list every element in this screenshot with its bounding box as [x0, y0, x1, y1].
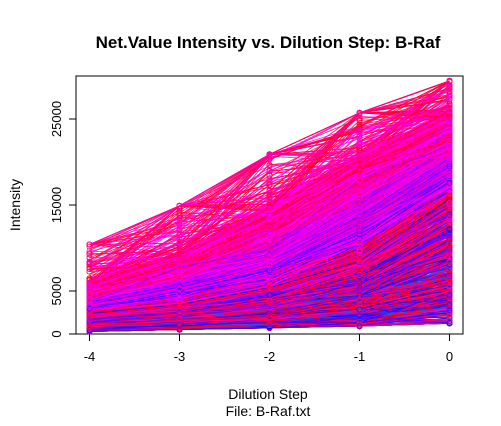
plot-area	[76, 76, 463, 334]
chart-title: Net.Value Intensity vs. Dilution Step: B…	[96, 33, 441, 52]
